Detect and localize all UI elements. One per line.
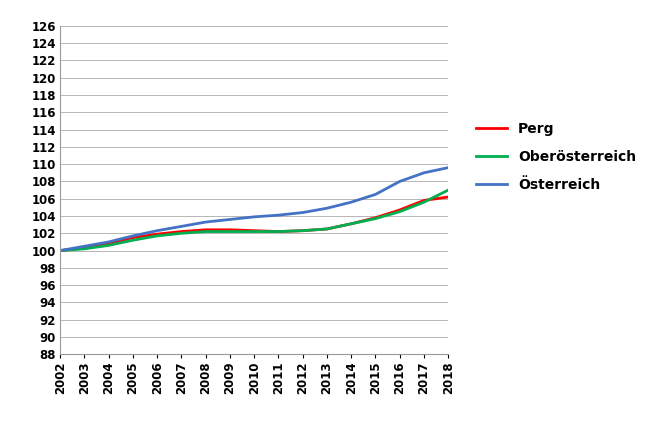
- Oberösterreich: [444, 187, 452, 193]
- Oberösterreich: [347, 221, 355, 226]
- Österreich: [323, 206, 331, 211]
- Oberösterreich: [323, 226, 331, 232]
- Österreich: [396, 179, 404, 184]
- Oberösterreich: [129, 238, 137, 243]
- Perg: [56, 248, 64, 253]
- Oberösterreich: [105, 243, 113, 248]
- Österreich: [105, 239, 113, 245]
- Perg: [420, 198, 428, 203]
- Perg: [153, 232, 161, 237]
- Österreich: [56, 248, 64, 253]
- Line: Oberösterreich: Oberösterreich: [60, 190, 448, 251]
- Oberösterreich: [226, 229, 234, 234]
- Perg: [177, 229, 185, 234]
- Legend: Perg, Oberösterreich, Österreich: Perg, Oberösterreich, Österreich: [471, 117, 642, 198]
- Österreich: [80, 244, 88, 249]
- Österreich: [444, 165, 452, 170]
- Perg: [347, 221, 355, 226]
- Perg: [250, 228, 258, 233]
- Oberösterreich: [80, 246, 88, 251]
- Perg: [396, 207, 404, 213]
- Österreich: [299, 210, 307, 215]
- Österreich: [420, 170, 428, 175]
- Perg: [371, 215, 379, 220]
- Perg: [274, 229, 282, 234]
- Perg: [226, 227, 234, 232]
- Line: Österreich: Österreich: [60, 168, 448, 251]
- Perg: [129, 235, 137, 240]
- Oberösterreich: [420, 200, 428, 205]
- Perg: [105, 241, 113, 246]
- Oberösterreich: [274, 229, 282, 234]
- Oberösterreich: [250, 229, 258, 234]
- Oberösterreich: [396, 209, 404, 214]
- Oberösterreich: [371, 216, 379, 221]
- Österreich: [177, 224, 185, 229]
- Österreich: [274, 213, 282, 218]
- Österreich: [201, 219, 209, 225]
- Perg: [299, 228, 307, 233]
- Perg: [323, 226, 331, 232]
- Perg: [80, 245, 88, 251]
- Österreich: [129, 233, 137, 238]
- Oberösterreich: [153, 233, 161, 238]
- Oberösterreich: [56, 248, 64, 253]
- Oberösterreich: [299, 228, 307, 233]
- Oberösterreich: [201, 229, 209, 234]
- Line: Perg: Perg: [60, 197, 448, 251]
- Perg: [444, 194, 452, 200]
- Österreich: [347, 200, 355, 205]
- Österreich: [371, 192, 379, 197]
- Oberösterreich: [177, 231, 185, 236]
- Österreich: [153, 228, 161, 233]
- Österreich: [226, 217, 234, 222]
- Perg: [201, 227, 209, 232]
- Österreich: [250, 214, 258, 219]
